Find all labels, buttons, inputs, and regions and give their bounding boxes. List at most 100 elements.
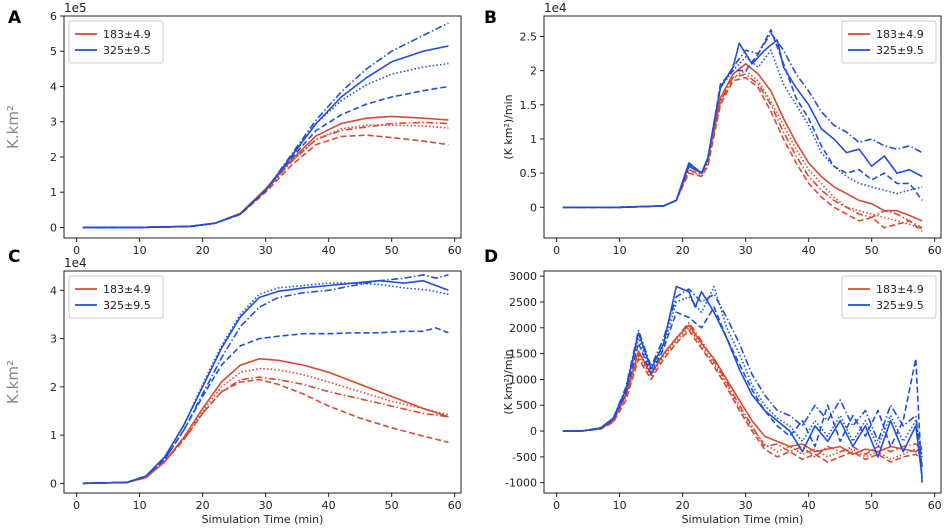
series-line xyxy=(562,63,923,222)
y-axis-label: K.km² xyxy=(4,105,22,149)
x-tick-label: 40 xyxy=(322,244,336,257)
legend: 183±4.9 325±9.5 xyxy=(68,20,164,64)
panel-letter: C xyxy=(8,247,20,267)
x-tick-label: 40 xyxy=(802,499,816,512)
x-tick-label: 20 xyxy=(676,244,690,257)
series-line xyxy=(562,285,923,478)
y-tick-label: 3000 xyxy=(509,270,537,283)
x-tick-label: 0 xyxy=(73,244,80,257)
axes-frame xyxy=(543,270,942,494)
series-line xyxy=(562,49,923,209)
legend: 183±4.9 325±9.5 xyxy=(68,275,164,319)
x-tick-label: 20 xyxy=(196,244,210,257)
x-tick-label: 50 xyxy=(385,244,399,257)
series-line xyxy=(82,134,449,229)
series-line xyxy=(562,321,923,458)
axis-multiplier: 1e4 xyxy=(544,1,567,15)
y-tick-label: 5 xyxy=(50,45,57,58)
series-line xyxy=(82,45,449,229)
legend-label: 183±4.9 xyxy=(876,28,924,41)
y-tick-label: 2500 xyxy=(509,296,537,309)
x-tick-label: 60 xyxy=(448,244,462,257)
y-tick-label: 0.5 xyxy=(520,167,538,180)
x-tick-label: 10 xyxy=(133,499,147,512)
y-axis-label: (K km²)/min xyxy=(502,94,515,159)
y-tick-label: -1000 xyxy=(505,477,537,490)
y-tick-label: 4 xyxy=(50,80,57,93)
series-line xyxy=(82,376,449,485)
series-line xyxy=(82,85,449,229)
x-tick-label: 50 xyxy=(865,499,879,512)
y-tick-label: 1500 xyxy=(509,348,537,361)
series-line xyxy=(82,62,449,229)
series-line xyxy=(82,367,449,485)
x-tick-label: 30 xyxy=(739,244,753,257)
series-line xyxy=(82,115,449,229)
axis-multiplier: 1e5 xyxy=(64,1,87,15)
legend-label: 325±9.5 xyxy=(876,44,924,57)
x-tick-label: 60 xyxy=(448,499,462,512)
x-axis-label: Simulation Time (min) xyxy=(682,513,804,526)
legend: 183±4.9 325±9.5 xyxy=(841,275,937,319)
series-line xyxy=(82,124,449,229)
y-tick-label: 0 xyxy=(50,221,57,234)
series-line xyxy=(562,288,923,468)
y-tick-label: 2 xyxy=(50,381,57,394)
x-tick-label: 40 xyxy=(802,244,816,257)
x-tick-label: 0 xyxy=(553,499,560,512)
series-line xyxy=(82,327,449,485)
legend: 183±4.9 325±9.5 xyxy=(841,20,937,64)
legend-label: 325±9.5 xyxy=(876,299,924,312)
y-tick-label: 6 xyxy=(50,10,57,23)
series-line xyxy=(562,306,923,483)
y-tick-label: 2000 xyxy=(509,322,537,335)
series-line xyxy=(562,76,923,232)
y-axis-label: (K km²)/min xyxy=(502,349,515,414)
x-tick-label: 20 xyxy=(676,499,690,512)
series-line xyxy=(562,28,923,209)
panel-b: B 1e4 0 10 20 30 40 50 60 0 0.5 1 1.5 2 2.5 (K km²)/min… xyxy=(484,1,942,257)
y-tick-label: 0 xyxy=(50,477,57,490)
axes-frame xyxy=(63,270,462,494)
legend-box xyxy=(68,20,164,64)
y-tick-label: 1 xyxy=(530,133,537,146)
y-tick-label: 3 xyxy=(50,116,57,129)
y-tick-label: 3 xyxy=(50,333,57,346)
series-line xyxy=(562,69,923,230)
x-tick-label: 30 xyxy=(739,499,753,512)
x-axis-label: Simulation Time (min) xyxy=(202,513,324,526)
series-line xyxy=(82,121,449,229)
series-line xyxy=(562,327,923,461)
y-tick-label: 4 xyxy=(50,284,57,297)
legend-box xyxy=(68,275,164,319)
x-tick-label: 60 xyxy=(928,499,942,512)
x-tick-label: 10 xyxy=(613,499,627,512)
x-tick-label: 30 xyxy=(259,244,273,257)
x-tick-label: 0 xyxy=(73,499,80,512)
y-tick-label: 2.5 xyxy=(520,30,538,43)
legend-label: 183±4.9 xyxy=(103,283,151,296)
series-line xyxy=(562,73,923,229)
y-tick-label: 0 xyxy=(530,425,537,438)
y-axis-label: K.km² xyxy=(4,360,22,404)
axes-frame xyxy=(63,15,462,239)
legend-label: 325±9.5 xyxy=(103,299,151,312)
x-tick-label: 50 xyxy=(385,499,399,512)
series-line xyxy=(82,378,449,485)
legend-label: 183±4.9 xyxy=(103,28,151,41)
panel-d: D0 10 20 30 40 50 60-1000-50005001000150020002… xyxy=(484,247,942,526)
x-tick-label: 30 xyxy=(259,499,273,512)
series-line xyxy=(82,22,449,229)
axes-frame xyxy=(543,15,942,239)
x-tick-label: 40 xyxy=(322,499,336,512)
series-line xyxy=(562,329,923,463)
y-tick-label: 1000 xyxy=(509,373,537,386)
x-tick-label: 10 xyxy=(133,244,147,257)
x-tick-label: 50 xyxy=(865,244,879,257)
y-tick-label: 1.5 xyxy=(520,99,538,112)
panel-letter: A xyxy=(8,8,22,28)
panel-a: A 1e5 0 10 20 30 40 50 60 0 1 2 3 4 5 6 K.km² 183±4.9 325±… xyxy=(4,1,462,257)
legend-box xyxy=(841,275,937,319)
